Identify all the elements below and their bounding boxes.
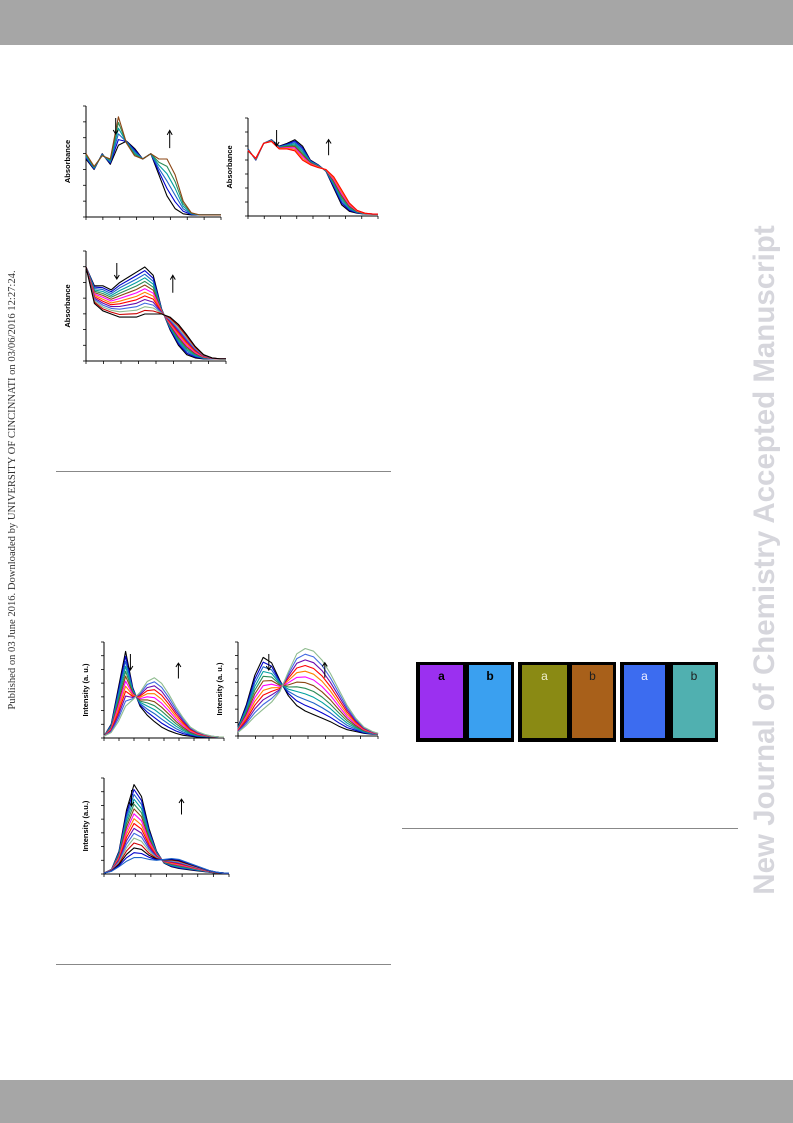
- series-line: [237, 661, 379, 735]
- photo-label-a: a: [641, 669, 648, 683]
- photo-label-a: a: [438, 669, 445, 683]
- series-line: [247, 140, 378, 215]
- series-line: [247, 140, 378, 215]
- series-line: [247, 139, 378, 215]
- series-line: [103, 677, 224, 738]
- series-line: [85, 116, 221, 216]
- y-axis-label: Absorbance: [63, 284, 72, 327]
- y-axis-label: Absorbance: [63, 140, 72, 183]
- series-line: [237, 664, 379, 735]
- series-line: [237, 656, 378, 735]
- series-line: [237, 659, 379, 735]
- figure-divider-3: [402, 828, 738, 829]
- photo-label-a: a: [541, 669, 548, 683]
- photo-group-2: a b: [518, 662, 616, 742]
- series-line: [85, 127, 221, 216]
- y-axis-label: Intensity (a. u.): [215, 662, 224, 715]
- chart-abs-2: Absorbance: [225, 117, 379, 219]
- axis-lines: [247, 118, 378, 217]
- photo-panel: b: [469, 665, 511, 738]
- photo-label-b: b: [690, 669, 698, 683]
- figure-divider-1: [56, 471, 391, 472]
- journal-watermark: New Journal of Chemistry Accepted Manusc…: [748, 225, 781, 895]
- series-line: [237, 676, 379, 735]
- arrow-up-marker: [178, 798, 185, 815]
- figure-divider-2: [56, 964, 391, 965]
- arrow-down-marker: [112, 118, 119, 135]
- arrow-up-marker: [325, 138, 332, 156]
- chart-pl-1: Intensity (a. u.): [81, 641, 225, 741]
- y-axis-label: Absorbance: [225, 145, 234, 188]
- publication-sidenote: Published on 03 June 2016. Downloaded by…: [7, 270, 18, 710]
- photo-label-b: b: [486, 669, 494, 683]
- chart-abs-1: Absorbance: [63, 105, 222, 220]
- series-line: [247, 140, 378, 215]
- arrow-down-marker: [113, 263, 120, 280]
- series-line: [237, 670, 379, 735]
- series-line: [85, 266, 226, 360]
- photo-panel: b: [572, 665, 613, 738]
- chart-pl-3: Intensity (a.u.): [81, 777, 230, 877]
- series-line: [247, 139, 378, 215]
- arrow-down-marker: [265, 654, 272, 671]
- series-line: [247, 140, 378, 215]
- series-line: [85, 140, 221, 216]
- series-line: [85, 121, 221, 216]
- photo-panel: a: [522, 665, 567, 738]
- series-line: [247, 139, 378, 215]
- photo-group-1: a b: [416, 662, 514, 742]
- series-line: [85, 133, 221, 216]
- photo-group-3: a b: [620, 662, 718, 742]
- series-line: [103, 857, 229, 874]
- chart-abs-3: Absorbance: [63, 250, 227, 364]
- arrow-up-marker: [321, 661, 328, 678]
- arrow-down-marker: [128, 790, 135, 807]
- series-line: [237, 670, 379, 735]
- arrow-up-marker: [166, 129, 173, 149]
- photo-label-b: b: [589, 669, 596, 683]
- footer-band: [0, 1080, 793, 1123]
- y-axis-label: Intensity (a. u.): [81, 663, 90, 716]
- photo-panel: b: [673, 665, 715, 738]
- photo-panel: a: [624, 665, 665, 738]
- chart-pl-2: Intensity (a. u.): [215, 641, 379, 739]
- series-line: [237, 680, 379, 735]
- series-line: [237, 653, 379, 734]
- series-line: [247, 139, 378, 215]
- series-line: [237, 666, 379, 735]
- series-line: [237, 647, 379, 734]
- series-line: [103, 818, 229, 874]
- y-axis-label: Intensity (a.u.): [81, 800, 90, 851]
- arrow-up-marker: [175, 662, 182, 679]
- series-line: [247, 140, 378, 215]
- photo-panel: a: [420, 665, 463, 738]
- arrow-up-marker: [169, 274, 176, 293]
- series-line: [237, 675, 379, 735]
- header-band: [0, 0, 793, 45]
- arrow-down-marker: [127, 654, 134, 671]
- series-line: [85, 139, 221, 216]
- arrow-down-marker: [273, 130, 280, 147]
